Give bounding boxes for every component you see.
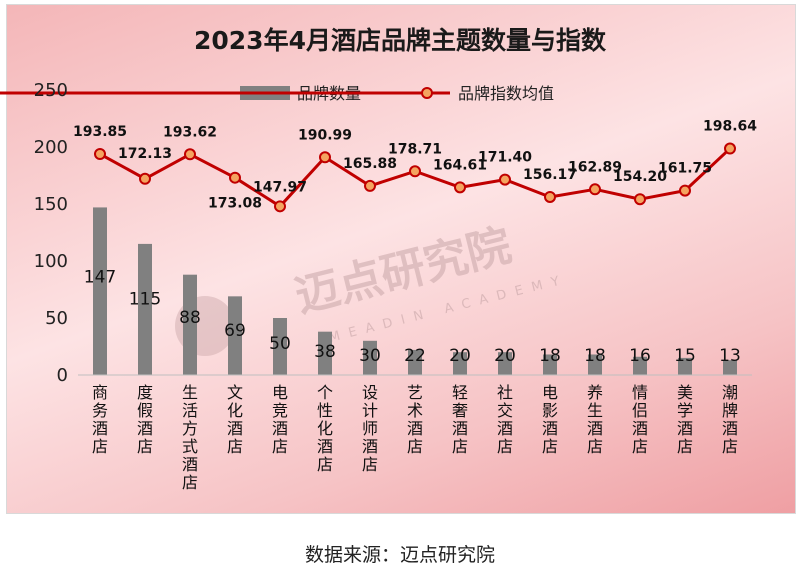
bar-value-label: 20 (494, 346, 516, 366)
y-tick-label: 0 (57, 365, 68, 386)
line-point (544, 190, 556, 203)
y-axis: 0 50 100 150 200 250 (34, 80, 68, 386)
line-point (634, 193, 646, 206)
line-point (319, 151, 331, 164)
bar (318, 331, 332, 375)
bar-value-label: 50 (269, 334, 291, 354)
x-tick-label: 度假酒店 (137, 383, 153, 456)
bar (273, 318, 287, 375)
line-value-label: 161.75 (658, 161, 712, 177)
x-axis: 商务酒店 度假酒店 生活方式酒店 文化酒店 电竞酒店 个性化酒店 设计师酒店 艺术酒店 轻奢酒店… (78, 374, 752, 492)
x-tick-label: 生活方式酒店 (182, 383, 198, 492)
x-tick-label: 情侣酒店 (632, 383, 648, 456)
line-value-label: 162.89 (568, 159, 622, 175)
x-tick-label: 轻奢酒店 (452, 383, 468, 456)
bar-value-label: 18 (539, 346, 561, 366)
bar-value-label: 88 (179, 308, 201, 328)
line-value-label: 178.71 (388, 141, 442, 157)
bar-value-label: 30 (359, 346, 381, 366)
y-tick-label: 250 (34, 80, 68, 101)
bar (723, 360, 737, 375)
x-tick-label: 电影酒店 (542, 383, 558, 456)
y-tick-label: 150 (34, 194, 68, 215)
bar-value-label: 22 (404, 346, 426, 366)
x-tick-label: 文化酒店 (227, 383, 243, 456)
data-source: 数据来源：迈点研究院 (304, 544, 495, 566)
line-point (364, 179, 376, 192)
line-point (139, 172, 151, 185)
line-value-label: 164.61 (433, 157, 487, 173)
bar-value-label: 15 (674, 346, 696, 366)
legend: 品牌数量 品牌指数均值 (0, 84, 554, 103)
y-tick-label: 100 (34, 251, 68, 272)
line-point (184, 148, 196, 161)
bar (363, 340, 377, 375)
bar (588, 354, 602, 375)
bar-value-label: 69 (224, 321, 246, 341)
line-value-label: 198.64 (703, 119, 757, 135)
bar (543, 354, 557, 375)
bar (678, 357, 692, 375)
line-point (409, 165, 421, 178)
x-tick-label: 社交酒店 (497, 383, 513, 456)
line-point (454, 181, 466, 194)
chart-background (6, 4, 796, 514)
line-point (679, 184, 691, 197)
chart-svg: 2023年4月酒店品牌主题数量与指数 迈点研究院 MEADIN ACADEMY … (0, 26, 757, 492)
bar (633, 356, 647, 375)
legend-line-label: 品牌指数均值 (458, 84, 554, 103)
line-point (724, 142, 736, 155)
bar (408, 349, 422, 375)
x-tick-label: 潮牌酒店 (722, 383, 738, 456)
line-value-label: 171.40 (478, 150, 532, 166)
bar-value-label: 115 (129, 289, 161, 309)
line-value-label: 147.97 (253, 179, 307, 195)
bar (93, 207, 107, 375)
x-tick-label: 美学酒店 (677, 383, 693, 456)
bar (453, 352, 467, 375)
bar (138, 243, 152, 375)
bar (183, 274, 197, 375)
x-tick-label: 商务酒店 (92, 383, 108, 456)
bar-value-label: 147 (84, 267, 116, 287)
line-point (274, 200, 286, 213)
line-point (229, 171, 241, 184)
line-value-label: 165.88 (343, 156, 397, 172)
bar (498, 352, 512, 375)
y-tick-label: 200 (34, 137, 68, 158)
line-value-label: 190.99 (298, 127, 352, 143)
x-tick-label: 设计师酒店 (362, 383, 378, 474)
line-value-label: 173.08 (208, 196, 262, 212)
chart-title: 2023年4月酒店品牌主题数量与指数 (194, 26, 607, 55)
line-point (499, 173, 511, 186)
bar-value-label: 18 (584, 346, 606, 366)
x-tick-label: 艺术酒店 (407, 383, 423, 456)
line-value-label: 193.85 (73, 124, 127, 140)
legend-line-marker (421, 87, 433, 99)
line-value-label: 172.13 (118, 146, 172, 162)
bar-value-label: 20 (449, 346, 471, 366)
line-value-label: 156.17 (523, 167, 577, 183)
bar-value-label: 38 (314, 342, 336, 362)
y-tick-label: 50 (45, 308, 68, 329)
x-tick-label: 个性化酒店 (317, 383, 333, 474)
bar-value-label: 16 (629, 346, 651, 366)
bar-value-label: 13 (719, 346, 741, 366)
line-point (94, 148, 106, 161)
x-tick-label: 养生酒店 (587, 383, 603, 456)
x-tick-label: 电竞酒店 (272, 383, 288, 456)
bar (228, 296, 242, 375)
line-value-label: 154.20 (613, 169, 667, 185)
bar-series: 147 115 88 69 50 38 30 22 20 20 18 18 16 15 13 (84, 207, 741, 375)
line-point (589, 183, 601, 196)
line-value-label: 193.62 (163, 124, 217, 140)
